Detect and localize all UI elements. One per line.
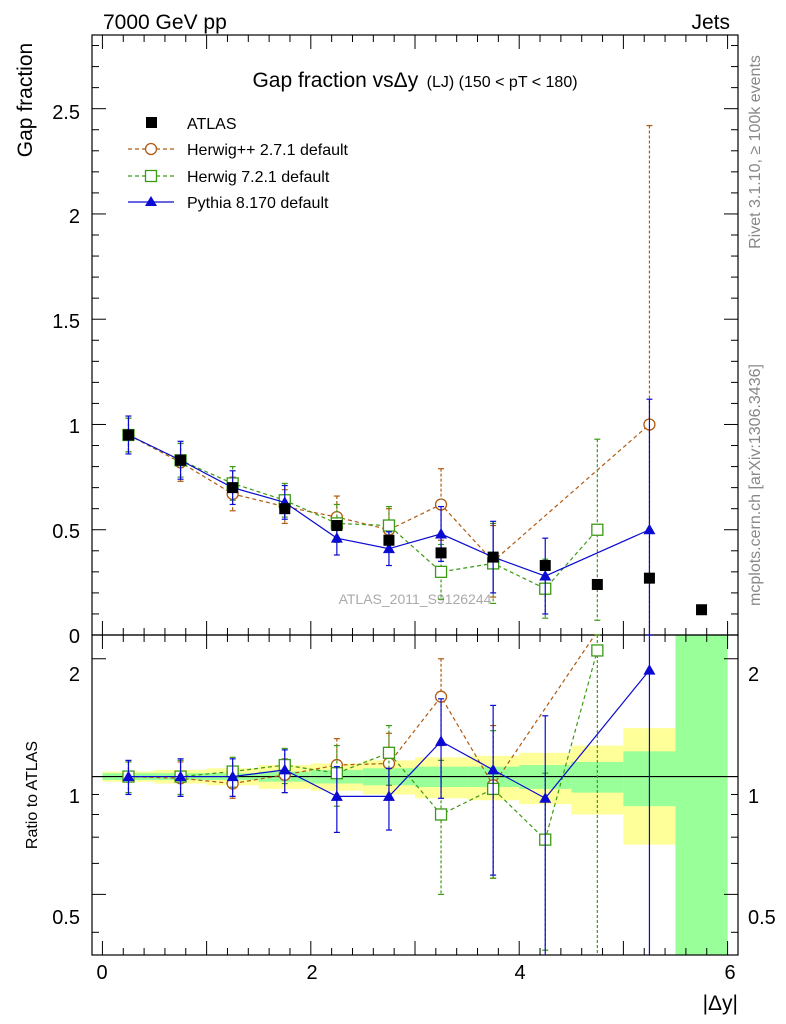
analysis-watermark: ATLAS_2011_S9126244 [339,591,492,607]
header-jets-label: Jets [691,11,730,34]
ratio-y-tick-labels: 0.5 1 2 0.5 1 2 [52,664,776,929]
data-point-pythia [330,790,343,801]
data-point-pythia [174,770,187,782]
legend-label-pythia: Pythia 8.170 default [187,195,329,212]
data-point-herwig7 [434,808,448,821]
data-point-pythia [435,735,448,746]
main-y-axis-label: Gap fraction [14,43,37,157]
data-point-atlas [539,560,551,572]
series-line-herwig7 [128,434,598,590]
data-point-pythia [643,664,656,675]
chart-title: Gap fraction vsΔy (LJ) (150 < pT < 180) [252,69,577,92]
ratio-y-tick-label-left: 0.5 [52,907,80,929]
legend-marker-herwig7 [144,169,158,183]
data-point-pythia [435,527,448,539]
x-axis-label: |Δy| [703,992,738,1015]
main-panel-data [122,124,708,635]
main-y-tick-label: 0.5 [52,521,80,543]
data-point-atlas [591,578,603,590]
legend-marker-pythia [145,196,157,206]
data-point-pythia [278,763,291,775]
legend-marker-herwigpp [144,142,158,156]
mcplots-source-label: mcplots.cern.ch [arXiv:1306.3436] [747,364,764,606]
series-line-pythia [128,434,650,577]
data-point-pythia [539,570,552,581]
main-y-tick-label: 0 [69,626,80,648]
data-point-pythia [330,532,343,543]
ratio-uncertainty-bands [102,635,728,955]
header-energy-label: 7000 GeV pp [103,11,227,34]
data-point-herwig7 [434,565,448,578]
data-point-herwig7 [382,519,396,532]
ratio-y-axis-label: Ratio to ATLAS [24,741,41,849]
chart-title-main: Gap fraction vsΔy [252,69,418,92]
main-y-tick-label: 1.5 [52,311,80,333]
legend-entry-atlas: ATLAS [146,116,237,133]
ratio-y-tick-label-right: 1 [748,786,759,808]
data-point-herwig7 [591,644,604,657]
main-y-tick-label: 2 [69,206,80,228]
ratio-y-tick-label-left: 2 [69,664,80,686]
ratio-panel-data [122,634,656,955]
band-green-bin [675,635,728,955]
legend-label-herwigpp: Herwig++ 2.7.1 default [187,142,349,159]
data-point-herwig7 [382,746,396,759]
data-point-pythia [226,770,239,782]
ratio-y-tick-label-right: 0.5 [748,907,776,929]
ratio-series-pythia [122,634,656,955]
main-series-atlas [122,429,708,616]
rivet-version-label: Rivet 3.1.10, ≥ 100k events [747,55,764,249]
series-line-herwig7 [128,650,598,841]
chart-title-suffix: (LJ) (150 < pT < 180) [427,74,578,91]
x-tick-label: 6 [724,962,735,984]
x-tick-label: 4 [514,962,525,984]
data-point-herwig7 [591,523,604,536]
main-series-herwig7 [122,417,604,621]
legend-marker-atlas [146,117,157,128]
legend-label-atlas: ATLAS [187,116,237,133]
data-point-pythia [122,770,135,782]
main-y-tick-labels: 0 0.5 1 1.5 2 2.5 [52,102,80,648]
data-point-atlas [175,454,187,466]
data-point-atlas [643,572,655,584]
data-point-atlas [696,604,708,616]
data-point-atlas [227,482,239,494]
main-y-tick-label: 2.5 [52,102,80,124]
data-point-atlas [122,429,134,441]
x-tick-label: 2 [306,962,317,984]
main-y-tick-label: 1 [69,416,80,438]
data-point-pythia [382,542,395,554]
data-point-atlas [383,534,395,546]
legend: ATLAS Herwig++ 2.7.1 default Herwig 7.2.… [128,116,349,212]
data-point-atlas [435,547,447,559]
data-point-atlas [331,520,343,532]
data-point-pythia [382,790,395,801]
legend-entry-herwig7: Herwig 7.2.1 default [128,169,330,186]
legend-label-herwig7: Herwig 7.2.1 default [187,169,330,186]
legend-entry-pythia: Pythia 8.170 default [128,195,329,212]
data-point-atlas [279,503,291,515]
ratio-y-tick-label-right: 2 [748,664,759,686]
data-point-pythia [487,763,500,775]
series-line-pythia [128,669,650,800]
data-point-pythia [643,523,656,535]
ratio-y-tick-label-left: 1 [69,786,80,808]
x-tick-label: 0 [96,962,107,984]
data-point-atlas [487,551,499,563]
legend-entry-herwigpp: Herwig++ 2.7.1 default [128,142,349,159]
x-tick-labels: 0 2 4 6 [96,962,735,984]
data-point-pythia [539,792,552,803]
